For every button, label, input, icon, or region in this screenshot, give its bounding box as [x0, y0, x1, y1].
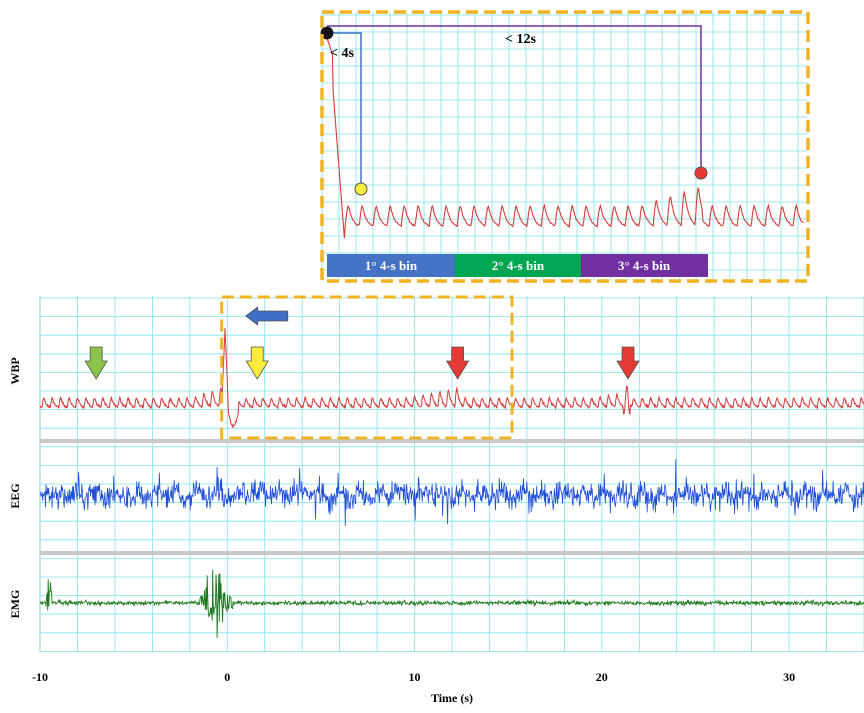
- separator-eeg-emg: [40, 551, 864, 555]
- arrow-down-icon: [616, 346, 640, 380]
- x-tick-label: 10: [409, 670, 421, 684]
- x-tick-label: -10: [32, 670, 48, 684]
- point-peak: [320, 26, 334, 40]
- x-axis-label: Time (s): [431, 691, 473, 705]
- arrow-down-icon: [84, 346, 108, 380]
- bracket-12s: [327, 25, 702, 172]
- point-4s: [354, 182, 368, 196]
- inset-frame: [320, 10, 810, 283]
- bin-2: [455, 254, 581, 277]
- bin-3-label: 3° 4-s bin: [618, 258, 671, 273]
- bracket-4s: [327, 32, 362, 188]
- point-12s: [694, 166, 708, 180]
- arrow-down-icon: [445, 346, 470, 380]
- inset-zoom: < 4s < 12s 1° 4-s bin 2° 4-s bin 3° 4-s …: [320, 10, 810, 283]
- bin-3: [581, 254, 708, 277]
- annotation-4s: < 4s: [330, 46, 354, 61]
- inset-background: [322, 12, 808, 281]
- arrow-left-icon: [245, 306, 289, 326]
- bin-2-label: 2° 4-s bin: [492, 258, 545, 273]
- separator-wbp-eeg: [40, 439, 864, 443]
- arrow-down-icon: [245, 346, 269, 380]
- eeg-trace: [39, 459, 864, 526]
- event-markers: [84, 306, 640, 380]
- channel-label-emg: EMG: [8, 590, 22, 619]
- bin-1: [327, 254, 455, 277]
- bin-1-label: 1° 4-s bin: [365, 258, 418, 273]
- x-tick-labels: -10 0 10 20 30: [32, 670, 795, 684]
- annotation-12s: < 12s: [505, 32, 536, 47]
- emg-trace: [39, 569, 864, 639]
- inset-wbp-trace: [325, 34, 804, 239]
- highlight-window: [220, 295, 514, 440]
- channel-label-eeg: EEG: [8, 483, 22, 508]
- channel-label-wbp: WBP: [8, 357, 22, 384]
- x-tick-label: 30: [783, 670, 795, 684]
- x-tick-label: 20: [596, 670, 608, 684]
- x-tick-label: 0: [224, 670, 230, 684]
- main-grid: [39, 296, 864, 652]
- wbp-trace: [39, 327, 864, 429]
